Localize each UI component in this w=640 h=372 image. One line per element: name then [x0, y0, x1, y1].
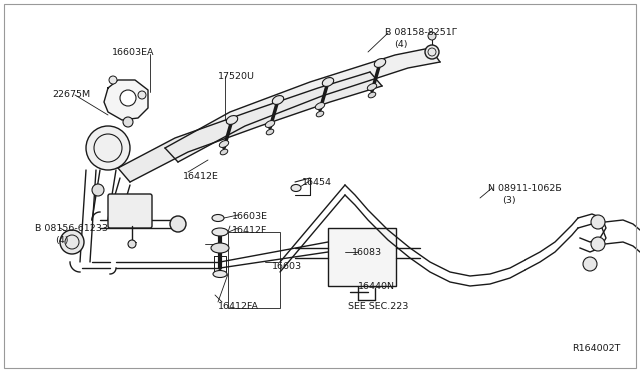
- Text: 16603E: 16603E: [232, 212, 268, 221]
- Ellipse shape: [227, 116, 237, 124]
- FancyBboxPatch shape: [328, 228, 396, 286]
- Text: 16440N: 16440N: [358, 282, 395, 291]
- Circle shape: [428, 32, 436, 40]
- Ellipse shape: [220, 141, 228, 147]
- Circle shape: [128, 240, 136, 248]
- Ellipse shape: [374, 58, 386, 67]
- Circle shape: [120, 90, 136, 106]
- Circle shape: [138, 91, 146, 99]
- Ellipse shape: [266, 129, 274, 135]
- Text: 16412FA: 16412FA: [218, 302, 259, 311]
- Text: (3): (3): [502, 196, 516, 205]
- Text: 16412E: 16412E: [183, 172, 219, 181]
- Circle shape: [425, 45, 439, 59]
- Text: B 08156-61233: B 08156-61233: [35, 224, 108, 233]
- Polygon shape: [118, 72, 382, 182]
- Text: 17520U: 17520U: [218, 72, 255, 81]
- Ellipse shape: [367, 84, 377, 90]
- Ellipse shape: [213, 270, 227, 278]
- Text: 16412F: 16412F: [232, 226, 268, 235]
- Ellipse shape: [212, 215, 224, 221]
- Circle shape: [123, 117, 133, 127]
- Text: N 08911-1062Б: N 08911-1062Б: [488, 184, 562, 193]
- Ellipse shape: [316, 111, 324, 117]
- Ellipse shape: [291, 185, 301, 192]
- Polygon shape: [104, 80, 148, 120]
- Text: 16603EA: 16603EA: [112, 48, 154, 57]
- Ellipse shape: [211, 243, 229, 253]
- Ellipse shape: [220, 149, 228, 155]
- Circle shape: [109, 76, 117, 84]
- Ellipse shape: [272, 96, 284, 105]
- Text: B 08158-8251Γ: B 08158-8251Γ: [385, 28, 457, 37]
- Text: 16083: 16083: [352, 248, 382, 257]
- Circle shape: [591, 237, 605, 251]
- Text: (4): (4): [394, 40, 408, 49]
- FancyBboxPatch shape: [108, 194, 152, 228]
- Circle shape: [583, 257, 597, 271]
- Text: 16454: 16454: [302, 178, 332, 187]
- Circle shape: [86, 126, 130, 170]
- Circle shape: [60, 230, 84, 254]
- Text: 22675M: 22675M: [52, 90, 90, 99]
- Ellipse shape: [368, 92, 376, 98]
- Text: R164002T: R164002T: [572, 344, 620, 353]
- Text: (4): (4): [55, 236, 68, 245]
- Circle shape: [92, 184, 104, 196]
- Text: 16603: 16603: [272, 262, 302, 271]
- Ellipse shape: [266, 121, 275, 128]
- Polygon shape: [165, 48, 440, 162]
- Circle shape: [170, 216, 186, 232]
- Circle shape: [591, 215, 605, 229]
- Ellipse shape: [323, 78, 333, 86]
- Ellipse shape: [316, 103, 324, 109]
- Text: SEE SEC.223: SEE SEC.223: [348, 302, 408, 311]
- Ellipse shape: [212, 228, 228, 236]
